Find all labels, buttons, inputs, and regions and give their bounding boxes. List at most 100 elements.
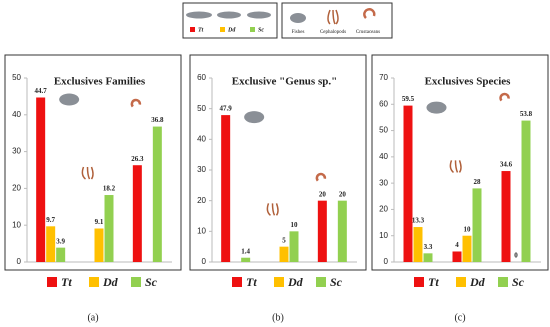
squid-icon xyxy=(449,160,462,173)
bar xyxy=(104,195,114,262)
y-tick-label: 50 xyxy=(379,126,388,135)
legend-swatch xyxy=(456,277,466,287)
legend-label: Dd xyxy=(469,275,486,289)
legend-swatch xyxy=(190,27,195,32)
fish-icon xyxy=(59,93,80,106)
y-tick-label: 0 xyxy=(384,257,389,266)
legend-swatch xyxy=(274,277,284,287)
value-label: 47.9 xyxy=(220,105,233,113)
legend-label: Dd xyxy=(102,275,119,289)
value-label: 9.1 xyxy=(95,218,104,226)
value-label: 1.4 xyxy=(241,247,250,255)
bar xyxy=(423,253,433,262)
value-label: 3.3 xyxy=(424,243,433,251)
species-legend-box xyxy=(182,2,278,39)
panel-frame xyxy=(371,54,549,271)
y-tick-label: 40 xyxy=(12,110,21,119)
bar xyxy=(501,171,511,262)
legend-label: Sc xyxy=(145,275,158,289)
value-label: 9.7 xyxy=(46,216,55,224)
y-tick-label: 10 xyxy=(379,231,388,240)
legend-label: Dd xyxy=(287,275,304,289)
legend-swatch xyxy=(47,277,57,287)
bar xyxy=(56,247,66,262)
value-label: 13.3 xyxy=(412,217,425,225)
prey-icons xyxy=(290,8,376,25)
legend-swatch xyxy=(316,277,326,287)
bar xyxy=(462,235,472,262)
dolphin-icons xyxy=(186,11,271,19)
bar xyxy=(279,246,289,262)
legend-swatch xyxy=(250,27,255,32)
bar xyxy=(46,226,56,262)
bar xyxy=(472,188,482,262)
y-tick-label: 50 xyxy=(12,73,21,82)
legend-swatch xyxy=(131,277,141,287)
legend-label: Sc xyxy=(258,27,264,33)
legend-swatch xyxy=(89,277,99,287)
legend-swatch xyxy=(414,277,424,287)
y-tick-label: 40 xyxy=(197,134,206,143)
bar xyxy=(452,251,462,262)
value-label: 59.5 xyxy=(402,95,415,103)
legend-swatch xyxy=(498,277,508,287)
value-label: 10 xyxy=(291,221,299,229)
y-tick-label: 50 xyxy=(197,104,206,113)
bar xyxy=(132,165,142,262)
y-tick-label: 70 xyxy=(379,73,388,82)
legend-label: Tt xyxy=(61,275,72,289)
y-tick-label: 10 xyxy=(12,220,21,229)
bar xyxy=(94,228,104,262)
bar xyxy=(413,227,423,262)
fish-icon xyxy=(244,111,265,124)
shrimp-icon xyxy=(315,172,327,182)
value-label: 34.6 xyxy=(500,161,513,169)
prey-legend-box xyxy=(281,2,393,39)
bar xyxy=(241,257,251,262)
bar xyxy=(152,126,162,263)
panel-label: (a) xyxy=(87,312,98,323)
y-tick-label: 20 xyxy=(197,196,206,205)
y-tick-label: 0 xyxy=(202,257,207,266)
y-tick-label: 20 xyxy=(379,205,388,214)
squid-icon xyxy=(81,166,94,180)
value-label: 44.7 xyxy=(35,87,48,95)
y-tick-label: 10 xyxy=(197,226,206,235)
value-label: 18.2 xyxy=(103,185,116,193)
legend-swatch xyxy=(220,27,225,32)
y-tick-label: 30 xyxy=(12,147,21,156)
y-tick-label: 60 xyxy=(197,73,206,82)
legend-label: Dd xyxy=(227,27,236,33)
panel-label: (b) xyxy=(272,312,284,323)
value-label: 4 xyxy=(455,241,459,249)
y-tick-label: 30 xyxy=(379,178,388,187)
y-tick-label: 40 xyxy=(379,152,388,161)
bar xyxy=(317,200,327,262)
value-label: 20 xyxy=(319,190,327,198)
value-label: 36.8 xyxy=(151,116,164,124)
panel-label: (c) xyxy=(454,312,465,323)
value-label: 53.8 xyxy=(520,110,533,118)
squid-icon xyxy=(266,203,279,216)
bar xyxy=(36,97,46,262)
panel-frame xyxy=(4,54,182,271)
legend-label: Tt xyxy=(198,27,204,33)
shrimp-icon xyxy=(130,98,142,108)
value-label: 28 xyxy=(474,178,482,186)
bar xyxy=(337,200,347,262)
value-label: 20 xyxy=(339,190,347,198)
prey-label: Crustaceans xyxy=(356,30,380,35)
y-tick-label: 0 xyxy=(17,257,22,266)
fish-icon xyxy=(426,101,447,114)
value-label: 26.3 xyxy=(131,155,144,163)
panel-frame xyxy=(189,54,367,271)
legend-swatch xyxy=(232,277,242,287)
bar xyxy=(521,120,531,262)
prey-label: Cephalopods xyxy=(320,30,346,35)
chart-title: Exclusives Families xyxy=(54,76,146,88)
legend-label: Tt xyxy=(246,275,257,289)
value-label: 3.9 xyxy=(56,237,65,245)
y-tick-label: 20 xyxy=(12,184,21,193)
y-tick-label: 60 xyxy=(379,99,388,108)
